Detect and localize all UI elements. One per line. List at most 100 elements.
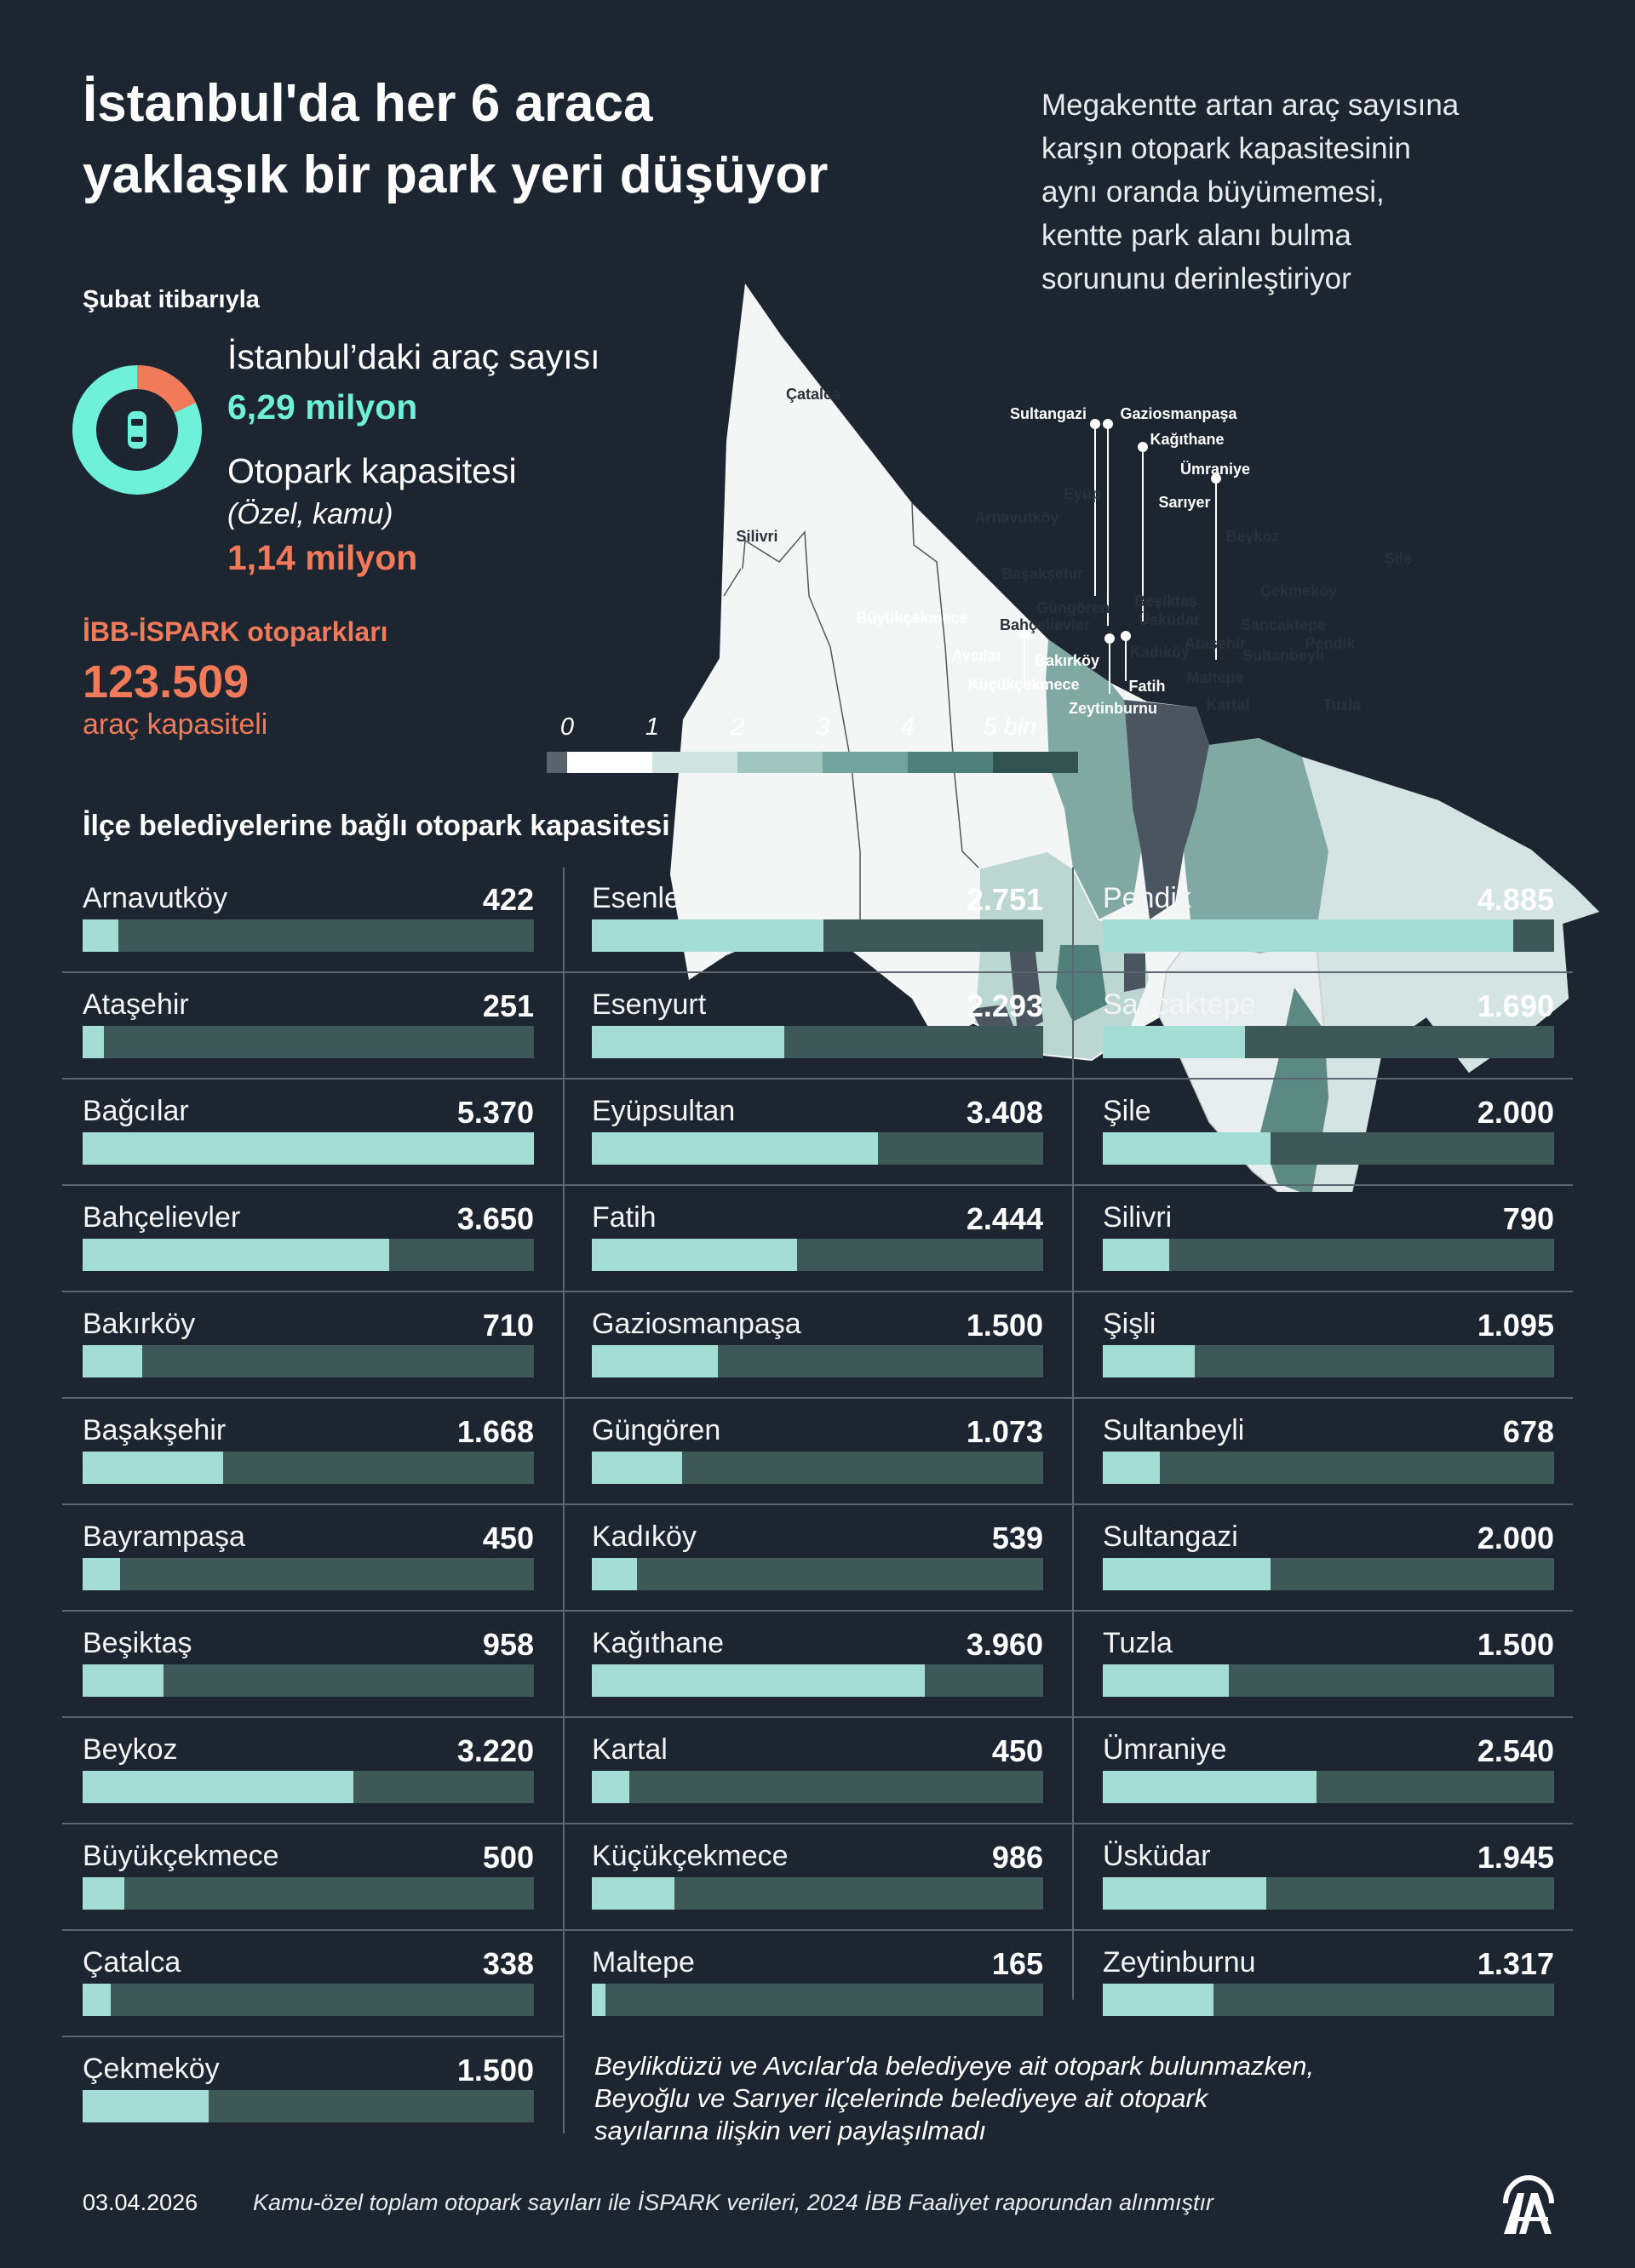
bar-track — [83, 1771, 534, 1803]
bar-fill — [1103, 1984, 1213, 2016]
map-label: Kartal — [1206, 696, 1249, 713]
district-name: Bağcılar — [83, 1095, 189, 1127]
district-value: 958 — [482, 1627, 534, 1662]
district-name: Sultangazi — [1103, 1521, 1238, 1553]
bar-track — [1103, 1026, 1554, 1058]
bar-fill — [592, 1132, 879, 1165]
bar-fill — [83, 2090, 209, 2122]
bar-track — [1103, 1877, 1554, 1910]
bar-row: Esenler 2.751 — [592, 882, 1043, 976]
district-name: Gaziosmanpaşa — [592, 1308, 801, 1340]
bar-track — [592, 919, 1043, 952]
as-of-label: Şubat itibarıyla — [83, 286, 260, 313]
bar-row: Küçükçekmece 986 — [592, 1840, 1043, 1933]
bar-track — [592, 1877, 1043, 1910]
bar-track — [1103, 1452, 1554, 1484]
bar-row: Tuzla 1.500 — [1103, 1627, 1554, 1721]
bar-row: Bağcılar 5.370 — [83, 1095, 534, 1188]
district-name: Silivri — [1103, 1201, 1173, 1234]
map-label: Güngören — [1036, 599, 1110, 616]
map-label: Kağıthane — [1150, 431, 1224, 448]
bar-fill — [592, 1558, 638, 1590]
district-value: 1.095 — [1477, 1308, 1554, 1343]
district-value: 790 — [1502, 1201, 1554, 1236]
map-label: Şile — [1385, 550, 1412, 567]
row-divider — [62, 1823, 1573, 1824]
legend-swatch — [737, 752, 823, 773]
bar-fill — [83, 1558, 121, 1590]
district-name: Büyükçekmece — [83, 1840, 279, 1872]
bar-row: Maltepe 165 — [592, 1946, 1043, 2040]
bar-track — [1103, 1345, 1554, 1377]
district-name: Fatih — [592, 1201, 657, 1234]
bar-track — [83, 2090, 534, 2122]
leader-dot — [1211, 473, 1221, 484]
bar-fill — [1103, 1877, 1266, 1910]
legend-label: 2 — [730, 713, 745, 741]
district-name: Pendik — [1103, 882, 1191, 914]
bar-fill — [83, 1664, 164, 1697]
district-name: Kadıköy — [592, 1521, 697, 1553]
district-value: 1.500 — [966, 1308, 1043, 1343]
district-value: 165 — [991, 1946, 1043, 1981]
legend-swatch — [993, 752, 1078, 773]
bar-fill — [83, 1345, 143, 1377]
district-bahcelievler — [1009, 945, 1043, 1034]
bar-row: Kağıthane 3.960 — [592, 1627, 1043, 1721]
map-label: Sancaktepe — [1241, 616, 1326, 633]
map-label: Beykoz — [1225, 528, 1279, 545]
bar-fill — [83, 1132, 534, 1165]
bar-row: Sultanbeyli 678 — [1103, 1414, 1554, 1508]
parking-sub: (Özel, kamu) — [227, 498, 393, 530]
district-name: Bayrampaşa — [83, 1521, 245, 1553]
legend-label: 5 bin — [983, 713, 1037, 741]
legend-swatch — [567, 752, 652, 773]
bar-track — [592, 1664, 1043, 1697]
legend-swatch — [547, 752, 567, 773]
bar-track — [83, 1132, 534, 1165]
bar-track — [592, 1771, 1043, 1803]
bar-fill — [592, 1239, 798, 1271]
column-divider — [1072, 868, 1074, 2000]
bar-fill — [1103, 1239, 1169, 1271]
district-value: 5.370 — [456, 1095, 534, 1130]
district-name: Ataşehir — [83, 988, 189, 1021]
district-value: 1.500 — [1477, 1627, 1554, 1662]
district-name: Şişli — [1103, 1308, 1156, 1340]
district-value: 3.408 — [966, 1095, 1043, 1130]
bar-row: Sancaktepe 1.690 — [1103, 988, 1554, 1082]
map-label: Avcılar — [951, 647, 1001, 664]
district-value: 2.000 — [1477, 1095, 1554, 1130]
row-divider — [62, 2036, 563, 2037]
legend-label: 3 — [815, 713, 830, 741]
bar-track — [592, 1345, 1043, 1377]
row-divider — [62, 1184, 1573, 1186]
bar-track — [83, 1877, 534, 1910]
district-value: 2.751 — [966, 882, 1043, 917]
bar-row: Çekmeköy 1.500 — [83, 2053, 534, 2146]
bar-row: Fatih 2.444 — [592, 1201, 1043, 1295]
district-value: 1.500 — [456, 2053, 534, 2088]
bar-track — [592, 1132, 1043, 1165]
district-value: 2.540 — [1477, 1733, 1554, 1768]
bar-row: Kadıköy 539 — [592, 1521, 1043, 1614]
bar-row: Arnavutköy 422 — [83, 882, 534, 976]
bar-row: Esenyurt 2.293 — [592, 988, 1043, 1082]
vehicles-label: İstanbul’daki araç sayısı — [227, 337, 600, 376]
donut-parking-slice — [136, 365, 197, 414]
bar-fill — [592, 1877, 675, 1910]
bar-row: Güngören 1.073 — [592, 1414, 1043, 1508]
district-name: Başakşehir — [83, 1414, 227, 1446]
bar-row: Ataşehir 251 — [83, 988, 534, 1082]
district-value: 2.444 — [966, 1201, 1043, 1236]
map-label: Çekmeköy — [1260, 582, 1337, 599]
bar-fill — [83, 1452, 223, 1484]
district-name: Çatalca — [83, 1946, 181, 1979]
ispark-label: İBB-İSPARK otoparkları — [83, 616, 388, 647]
bar-track — [83, 1984, 534, 2016]
legend-swatch — [652, 752, 737, 773]
district-beykoz — [1184, 738, 1328, 979]
bar-fill — [1103, 1345, 1196, 1377]
district-value: 3.220 — [456, 1733, 534, 1768]
district-name: Çekmeköy — [83, 2053, 220, 2085]
